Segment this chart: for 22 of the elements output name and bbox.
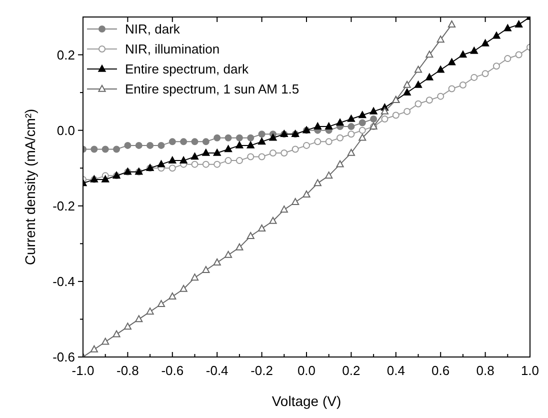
- x-axis-title: Voltage (V): [272, 393, 342, 409]
- legend-label: Entire spectrum, dark: [125, 62, 250, 76]
- x-tick-label: 0.0: [297, 363, 316, 378]
- x-tick-label: 0.4: [386, 363, 405, 378]
- legend-label: NIR, dark: [125, 22, 180, 36]
- y-tick-label: 0.2: [56, 47, 75, 62]
- x-tick-label: -1.0: [72, 363, 94, 378]
- y-tick-label: 0.0: [56, 122, 75, 138]
- y-axis-title: Current density (mA/cm²): [22, 108, 38, 266]
- y-tick-label: -0.6: [52, 350, 75, 364]
- x-tick-label: -0.4: [206, 363, 228, 378]
- x-tick-label: 0.6: [432, 363, 450, 378]
- x-tick-label: -0.2: [250, 363, 274, 378]
- y-tick-label: -0.4: [52, 274, 75, 289]
- x-tick-label: 0.2: [342, 363, 360, 378]
- legend-label: Entire spectrum, 1 sun AM 1.5: [125, 82, 300, 96]
- legend-label: NIR, illumination: [125, 42, 220, 56]
- x-tick-label: -0.6: [161, 363, 184, 378]
- x-tick-label: -0.8: [116, 363, 139, 378]
- y-tick-label: -0.2: [52, 198, 75, 214]
- x-tick-label: 1.0: [520, 363, 540, 378]
- x-tick-label: 0.8: [476, 363, 494, 378]
